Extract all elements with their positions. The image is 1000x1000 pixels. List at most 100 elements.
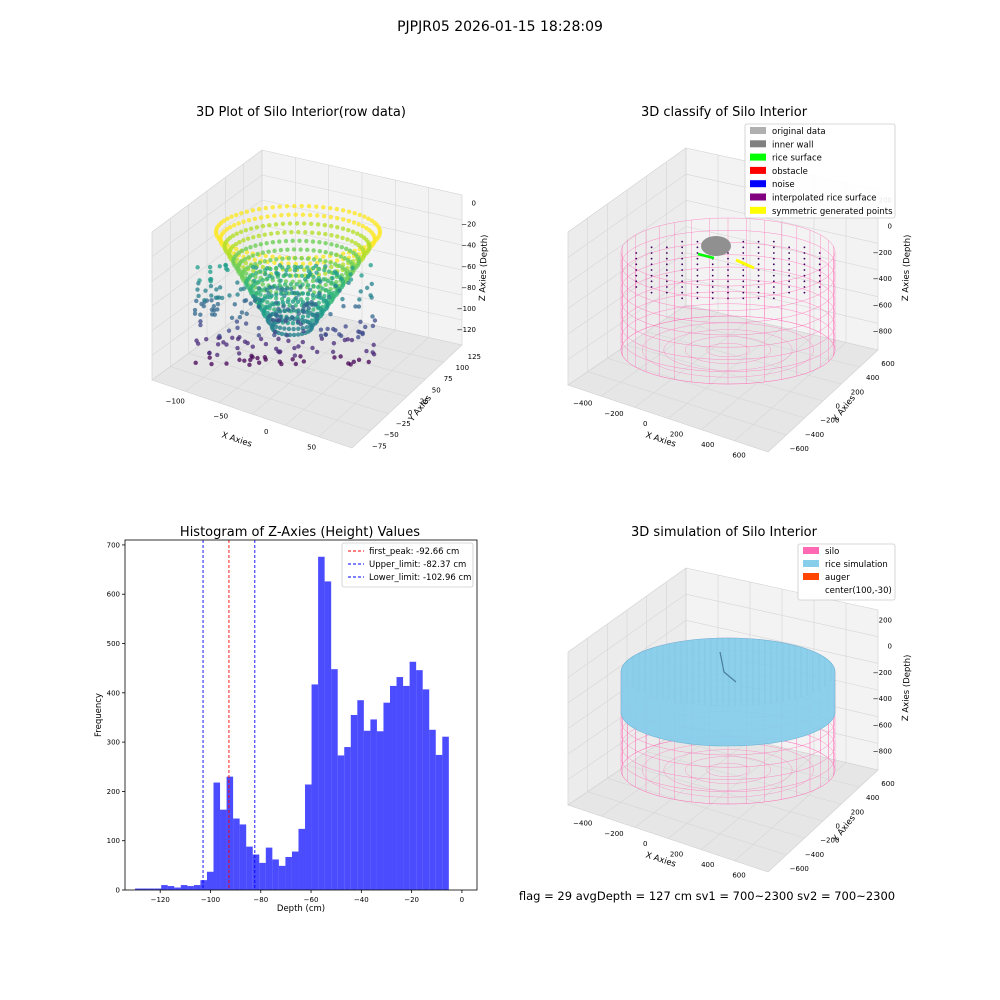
raw-point [264, 265, 270, 271]
raw-point [372, 318, 378, 323]
y-tick-label: 200 [851, 808, 864, 816]
interpolated-point [665, 291, 668, 294]
interpolated-point [650, 286, 653, 288]
raw-point [296, 344, 301, 349]
interpolated-point [681, 280, 684, 283]
raw-point [323, 259, 328, 264]
raw-point [254, 225, 260, 230]
raw-point [366, 216, 371, 221]
interpolated-point [742, 280, 745, 283]
raw-x-axis-label: X Axies [220, 430, 253, 449]
x-tick-label: −100 [166, 397, 185, 405]
raw-point [284, 333, 290, 338]
raw-point [282, 308, 287, 314]
raw-point [285, 307, 291, 312]
raw-point [298, 284, 303, 289]
histogram-bar [416, 670, 423, 890]
x-tick-label: −400 [573, 399, 592, 407]
raw-point [306, 305, 312, 311]
raw-point [356, 256, 361, 262]
raw-point [273, 296, 279, 301]
raw-point [292, 353, 298, 358]
raw-point [350, 229, 356, 235]
raw-point [318, 279, 323, 285]
interpolated-point [757, 263, 760, 266]
z-tick-label: −200 [873, 669, 892, 677]
histogram-bar [141, 888, 149, 890]
interpolated-point [742, 252, 745, 254]
histogram-bar [285, 856, 292, 890]
raw-point [258, 336, 264, 342]
raw-point [334, 258, 340, 263]
raw-point [250, 272, 255, 278]
raw-point [286, 338, 291, 344]
raw-point [288, 282, 294, 287]
interpolated-point [788, 246, 791, 249]
histogram-legend-box [341, 542, 474, 588]
raw-point [211, 304, 217, 309]
interpolated-point [635, 274, 638, 277]
raw-point [251, 294, 256, 299]
raw-point [243, 298, 249, 303]
raw-point [301, 328, 306, 334]
raw-point [290, 238, 295, 243]
raw-point [290, 299, 296, 304]
silo-floor-ring [663, 329, 793, 371]
raw-point [238, 229, 244, 235]
interpolated-point [788, 286, 791, 288]
raw-point [276, 336, 281, 342]
raw-point [322, 268, 327, 273]
y-tick-label: 400 [866, 794, 879, 802]
raw-point [227, 293, 232, 298]
raw-point [372, 234, 377, 240]
silo-ring [620, 291, 836, 360]
y-tick-label: 200 [851, 388, 864, 396]
histogram-bar [148, 888, 155, 890]
interpolated-point [757, 286, 760, 288]
x-tick-label: −400 [573, 819, 592, 827]
z-tick-label: 0 [472, 199, 476, 207]
raw-point [224, 266, 229, 271]
interpolated-point [727, 263, 729, 266]
raw-point [304, 309, 310, 315]
raw-point [301, 359, 307, 364]
raw-point [213, 295, 219, 301]
raw-point [300, 212, 306, 217]
histogram-bar [422, 689, 430, 890]
z-tick-label: 0 [888, 223, 892, 231]
raw-point [282, 326, 287, 331]
raw-point [291, 332, 297, 338]
raw-point [262, 355, 268, 360]
raw-point [346, 218, 352, 224]
raw-point [323, 332, 328, 337]
raw-point [338, 354, 343, 359]
interpolated-point [635, 263, 638, 266]
interpolated-point [803, 274, 806, 277]
raw-point [361, 249, 367, 254]
raw-point [343, 324, 348, 329]
raw-point [326, 294, 332, 300]
interpolated-point [681, 291, 684, 294]
gridline [666, 738, 860, 788]
histogram-bar [370, 719, 377, 890]
y-tick-label: 25 [420, 398, 429, 406]
raw-point [192, 307, 198, 313]
histogram-x-tick-label: −120 [151, 896, 170, 904]
histogram-bar [376, 731, 384, 890]
raw-point [299, 317, 305, 323]
raw-point [328, 260, 333, 265]
interpolated-point [772, 263, 775, 266]
histogram-bar [193, 885, 201, 890]
raw-point [351, 359, 356, 365]
raw-point [294, 221, 300, 226]
raw-point [256, 304, 261, 309]
raw-point [248, 244, 253, 250]
histogram-bar [396, 677, 404, 890]
raw-point [256, 285, 262, 291]
panel-raw-data: 3D Plot of Silo Interior(row data) −100 −… [151, 105, 490, 452]
histogram-y-tick-label: 200 [107, 788, 120, 796]
interpolated-point [818, 257, 821, 260]
raw-point [270, 240, 276, 245]
histogram-bar [161, 885, 168, 890]
y-tick-label: 400 [866, 374, 879, 382]
